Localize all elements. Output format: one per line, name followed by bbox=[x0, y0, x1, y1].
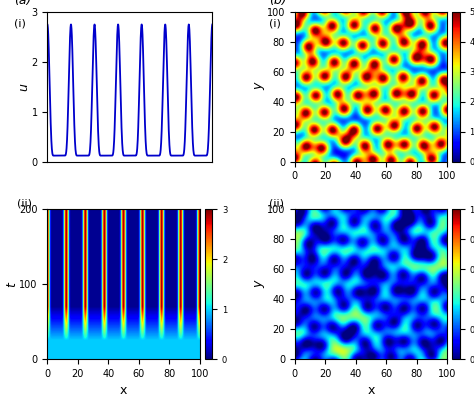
Text: (ii): (ii) bbox=[269, 198, 284, 209]
X-axis label: x: x bbox=[367, 384, 375, 397]
Text: (i): (i) bbox=[14, 19, 26, 29]
Text: (a): (a) bbox=[14, 0, 32, 8]
Y-axis label: y: y bbox=[252, 83, 265, 91]
Y-axis label: t: t bbox=[5, 282, 18, 287]
X-axis label: x: x bbox=[120, 384, 128, 397]
Text: (ii): (ii) bbox=[17, 198, 32, 209]
Text: (b): (b) bbox=[269, 0, 287, 8]
Text: (i): (i) bbox=[269, 19, 281, 29]
Y-axis label: u: u bbox=[17, 83, 30, 91]
Y-axis label: y: y bbox=[252, 280, 265, 288]
